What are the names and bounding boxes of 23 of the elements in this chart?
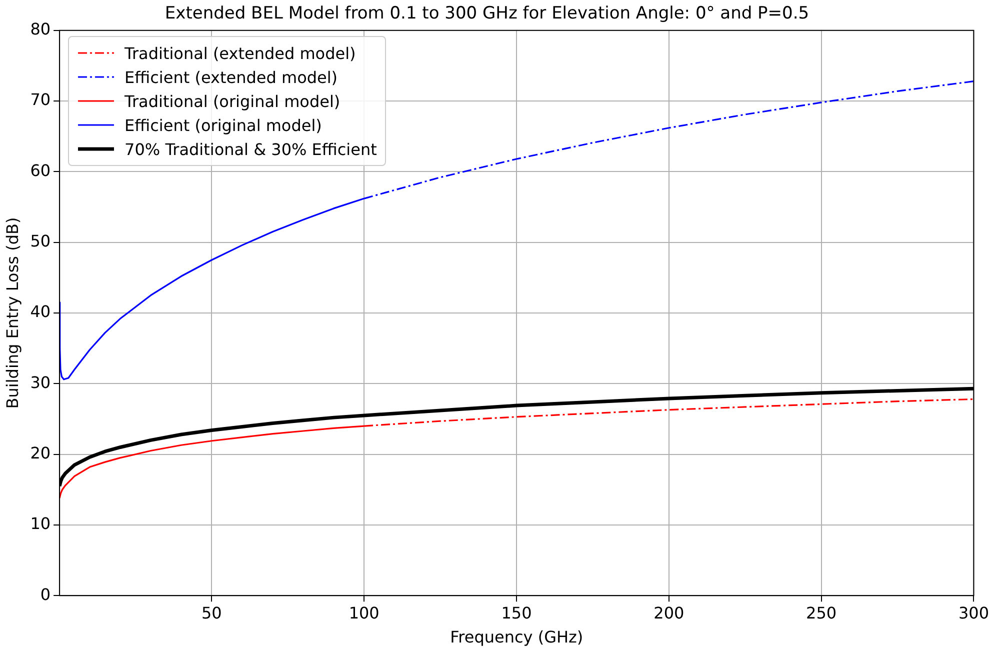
legend-label: Traditional (original model) bbox=[124, 92, 340, 111]
y-tick-label: 0 bbox=[40, 584, 51, 604]
y-tick-label: 80 bbox=[30, 20, 51, 39]
legend-label: Traditional (extended model) bbox=[124, 44, 356, 63]
x-tick-label: 250 bbox=[806, 603, 837, 622]
legend-label: Efficient (extended model) bbox=[124, 68, 338, 87]
x-axis-title: Frequency (GHz) bbox=[450, 628, 584, 647]
x-tick-label: 150 bbox=[501, 603, 532, 622]
y-tick-label: 20 bbox=[30, 443, 51, 462]
y-tick-label: 70 bbox=[30, 90, 51, 110]
y-axis-title: Building Entry Loss (dB) bbox=[2, 217, 22, 409]
x-tick-label: 100 bbox=[348, 603, 380, 622]
x-tick-label: 200 bbox=[654, 603, 684, 622]
legend-label: 70% Traditional & 30% Efficient bbox=[124, 140, 377, 159]
y-tick-label: 50 bbox=[30, 232, 51, 251]
x-tick-label: 300 bbox=[958, 603, 990, 622]
legend-label: Efficient (original model) bbox=[124, 116, 322, 135]
y-tick-label: 60 bbox=[30, 160, 51, 180]
chart-title: Extended BEL Model from 0.1 to 300 GHz for Elevation Angle: 0° and P=0.5 bbox=[164, 4, 810, 24]
y-tick-label: 30 bbox=[30, 372, 51, 392]
y-tick-label: 10 bbox=[30, 514, 51, 534]
y-tick-label: 40 bbox=[30, 302, 51, 322]
x-tick-label: 50 bbox=[201, 603, 222, 622]
